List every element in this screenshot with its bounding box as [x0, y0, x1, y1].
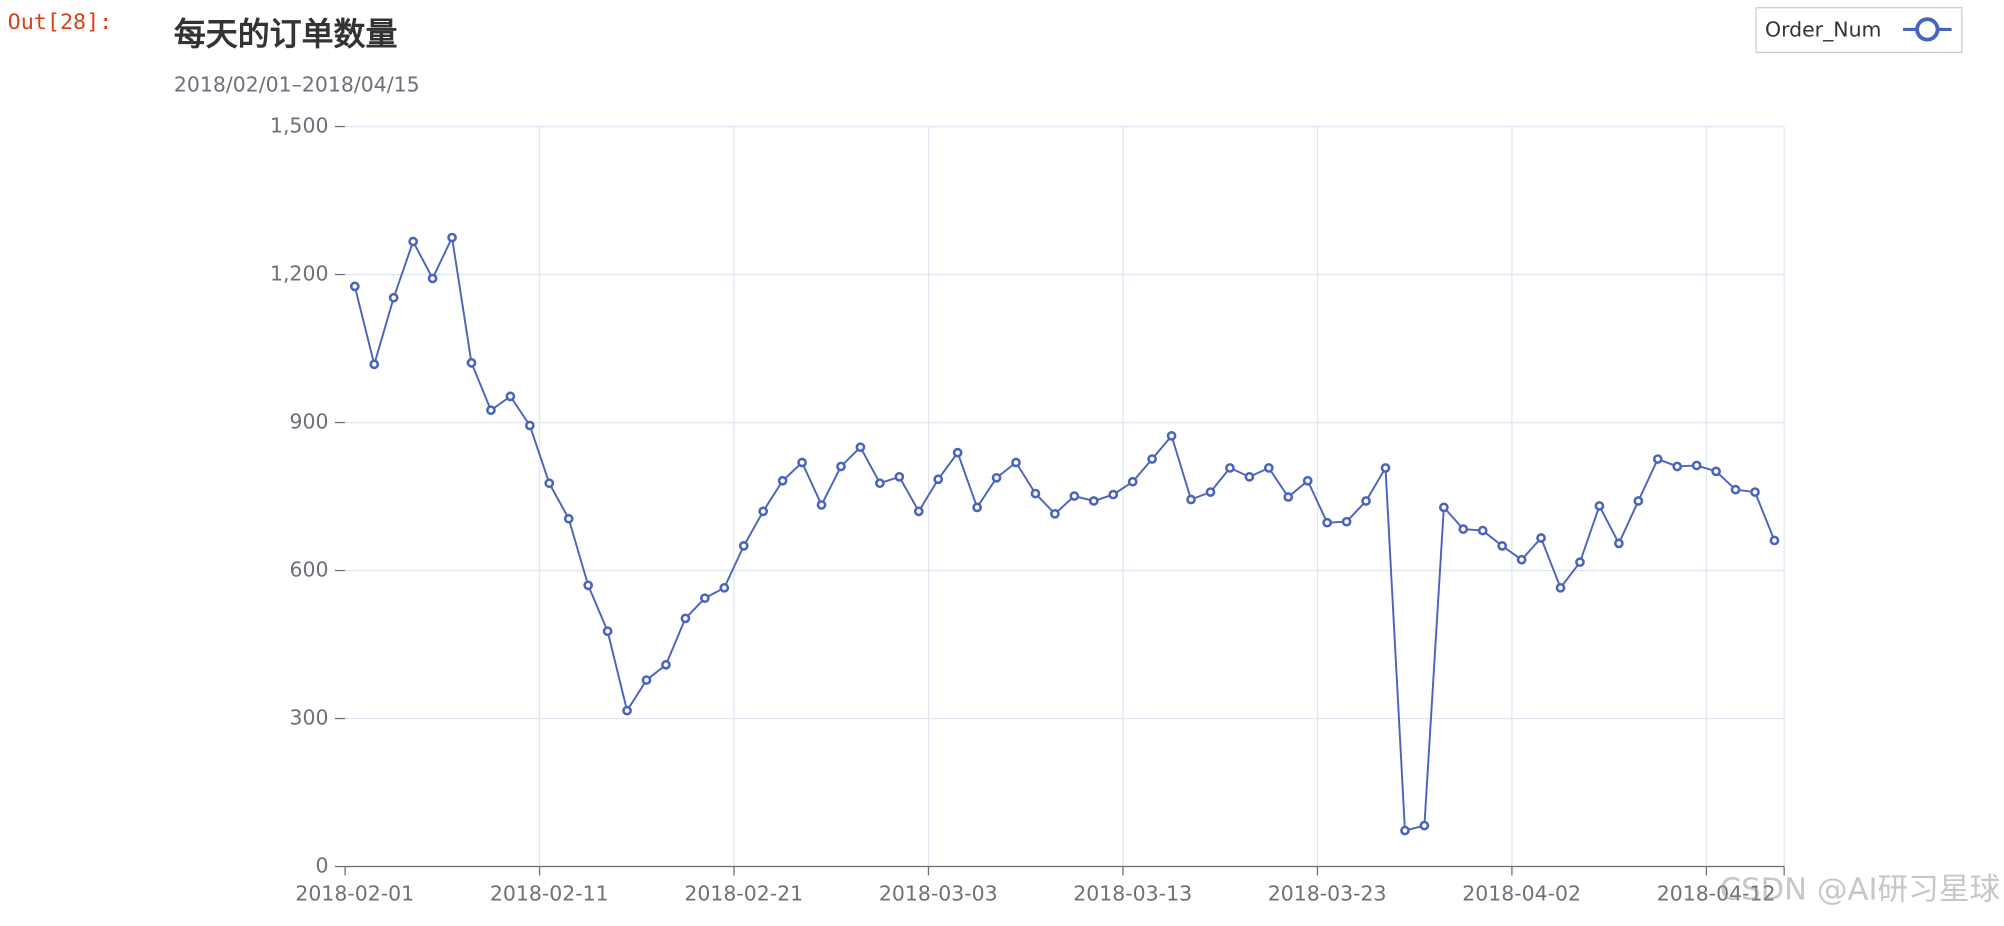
data-point	[408, 236, 418, 247]
data-point	[1322, 517, 1333, 528]
data-point	[1186, 494, 1196, 505]
data-point	[1633, 496, 1644, 506]
y-tick-label: 300	[289, 706, 328, 730]
data-point	[991, 472, 1002, 483]
data-point	[1380, 463, 1391, 473]
data-point	[1419, 820, 1430, 831]
data-point	[1575, 557, 1585, 568]
data-point	[1108, 489, 1119, 500]
data-point	[816, 500, 827, 510]
data-point	[1711, 466, 1721, 477]
data-point	[933, 474, 944, 485]
data-point	[1516, 554, 1527, 565]
data-point	[797, 457, 807, 468]
data-point	[1555, 582, 1566, 593]
data-point	[1283, 492, 1294, 502]
data-point	[466, 357, 477, 368]
data-point	[1438, 502, 1449, 513]
x-tick-label: 2018-02-01	[295, 882, 414, 906]
legend: Order_Num	[1755, 7, 1963, 54]
y-tick-label: 900	[289, 410, 328, 434]
x-tick-label: 2018-02-21	[684, 882, 803, 906]
data-point	[1030, 488, 1041, 499]
chart-subtitle: 2018/02/01–2018/04/15	[174, 73, 420, 97]
data-point	[1088, 496, 1099, 506]
data-point	[1147, 454, 1157, 464]
watermark: CSDN @AI研习星球	[1720, 872, 2000, 907]
data-point	[544, 478, 555, 489]
data-point	[1594, 501, 1605, 511]
data-point	[641, 675, 652, 685]
y-tick-label: 600	[289, 558, 328, 582]
data-point	[1244, 471, 1255, 482]
data-point	[855, 442, 866, 453]
data-point	[369, 359, 380, 370]
data-point	[447, 232, 457, 243]
data-point	[1225, 463, 1235, 473]
data-point	[1069, 491, 1080, 501]
data-point	[1361, 496, 1371, 506]
data-point	[1730, 484, 1741, 495]
legend-label: Order_Num	[1765, 18, 1881, 43]
data-point	[894, 471, 905, 482]
data-point	[777, 475, 788, 486]
data-point	[758, 506, 769, 517]
y-tick-label: 1,200	[270, 262, 329, 286]
x-tick-label: 2018-03-23	[1268, 882, 1387, 906]
data-point	[1011, 457, 1021, 468]
data-point	[1050, 508, 1060, 519]
data-point	[1166, 431, 1177, 441]
data-point	[719, 582, 730, 593]
data-point	[622, 705, 632, 716]
data-point	[583, 580, 594, 591]
data-point	[1691, 460, 1702, 471]
plot: 0 300 600 900 1,200 1,500 2018-02-01 2018-02-11…	[270, 114, 1785, 906]
data-point	[1458, 524, 1469, 534]
data-point	[836, 461, 846, 472]
data-line	[353, 234, 1776, 832]
data-point	[1302, 475, 1313, 486]
data-point	[1672, 461, 1683, 472]
y-tick-label: 0	[315, 854, 328, 878]
data-point	[602, 626, 613, 637]
data-point	[1536, 533, 1546, 543]
data-point	[1769, 535, 1780, 546]
x-tick-label: 2018-02-11	[490, 882, 609, 906]
data-point	[972, 502, 982, 513]
data-point	[1652, 454, 1663, 464]
data-point	[1127, 476, 1138, 487]
data-point	[1205, 487, 1216, 497]
data-point	[875, 478, 885, 489]
data-point	[505, 391, 516, 402]
data-point	[1497, 541, 1508, 551]
data-point	[738, 541, 749, 551]
data-point	[349, 281, 360, 292]
data-point	[1400, 825, 1410, 836]
data-point	[563, 513, 574, 524]
y-tick-label: 1,500	[270, 114, 329, 138]
data-point	[913, 506, 924, 517]
legend-marker	[1915, 17, 1940, 42]
cell-prompt: Out[28]:	[8, 10, 113, 35]
x-tick-label: 2018-03-13	[1073, 882, 1192, 906]
data-point	[1750, 487, 1760, 497]
data-point	[427, 273, 438, 284]
chart-title: 每天的订单数量	[174, 15, 398, 53]
data-point	[1614, 538, 1624, 549]
x-tick-label: 2018-03-03	[879, 882, 998, 906]
data-point	[524, 420, 535, 431]
data-point	[952, 447, 963, 458]
x-tick-label: 2018-04-12	[1657, 882, 1776, 906]
data-point	[1263, 463, 1274, 473]
x-tick-label: 2018-04-02	[1462, 882, 1581, 906]
data-point	[661, 659, 671, 670]
data-point	[680, 613, 691, 624]
data-point	[1477, 525, 1488, 536]
data-point	[388, 292, 399, 303]
data-point	[1341, 516, 1352, 527]
data-point	[699, 593, 710, 604]
data-point	[486, 405, 496, 416]
